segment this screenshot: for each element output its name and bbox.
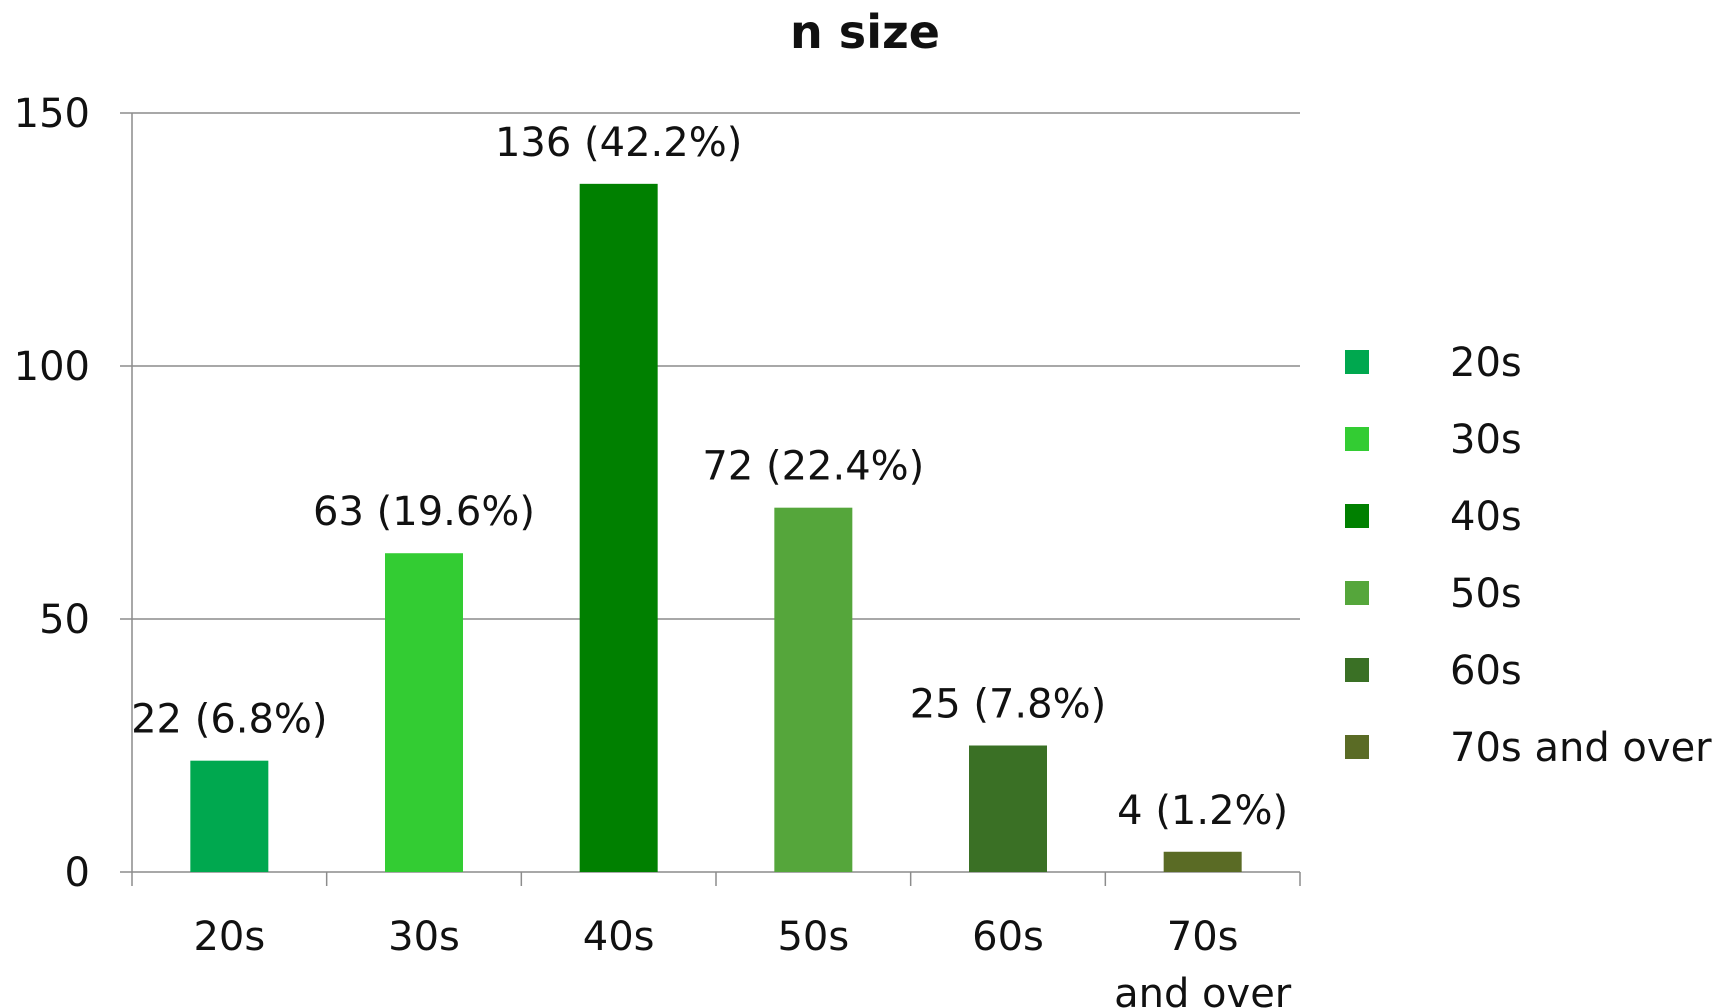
- x-tick-label: and over: [1114, 971, 1292, 1008]
- y-tick-label: 150: [14, 91, 90, 137]
- bar: [969, 745, 1047, 872]
- chart-title: n size: [790, 5, 940, 59]
- legend-swatch: [1345, 427, 1369, 451]
- legend-swatch: [1345, 581, 1369, 605]
- data-labels: 22 (6.8%) 63 (19.6%) 136 (42.2%) 72 (22.4%)…: [131, 120, 1288, 834]
- data-label: 136 (42.2%): [495, 120, 742, 166]
- legend-swatch: [1345, 735, 1369, 759]
- legend-swatch: [1345, 658, 1369, 682]
- legend-label: 70s and over: [1450, 725, 1712, 771]
- x-tick-label: 60s: [972, 914, 1044, 960]
- legend-label: 20s: [1450, 340, 1522, 386]
- data-label: 22 (6.8%): [131, 697, 327, 743]
- legend-label: 40s: [1450, 494, 1522, 540]
- x-axis-tick-labels: 20s 30s 40s 50s 60s 70s and over: [193, 914, 1291, 1008]
- bar: [1163, 851, 1242, 872]
- legend-label: 50s: [1450, 571, 1522, 617]
- x-tick-label: 40s: [583, 914, 655, 960]
- legend-swatch: [1345, 504, 1369, 528]
- y-tick-label: 0: [65, 850, 90, 896]
- x-tick-label: 70s: [1167, 914, 1239, 960]
- x-tick-label: 50s: [777, 914, 849, 960]
- legend-swatch: [1345, 350, 1369, 374]
- grid-lines: [132, 112, 1300, 620]
- bars: [190, 183, 1242, 873]
- bar: [579, 183, 658, 873]
- legend-label: 30s: [1450, 417, 1522, 463]
- data-label: 25 (7.8%): [910, 682, 1106, 728]
- legend-label: 60s: [1450, 648, 1522, 694]
- y-tick-label: 100: [14, 344, 90, 390]
- bar: [774, 507, 853, 872]
- axes: [120, 112, 1301, 886]
- x-tick-label: 30s: [388, 914, 460, 960]
- data-label: 63 (19.6%): [313, 489, 535, 535]
- bar: [190, 760, 269, 872]
- bar: [385, 553, 463, 872]
- y-tick-label: 50: [39, 597, 90, 643]
- legend: 20s 30s 40s 50s 60s 70s and over: [1345, 340, 1712, 771]
- y-axis-tick-labels: 0 50 100 150: [14, 91, 90, 896]
- x-tick-label: 20s: [193, 914, 265, 960]
- data-label: 4 (1.2%): [1117, 788, 1288, 834]
- data-label: 72 (22.4%): [702, 444, 924, 490]
